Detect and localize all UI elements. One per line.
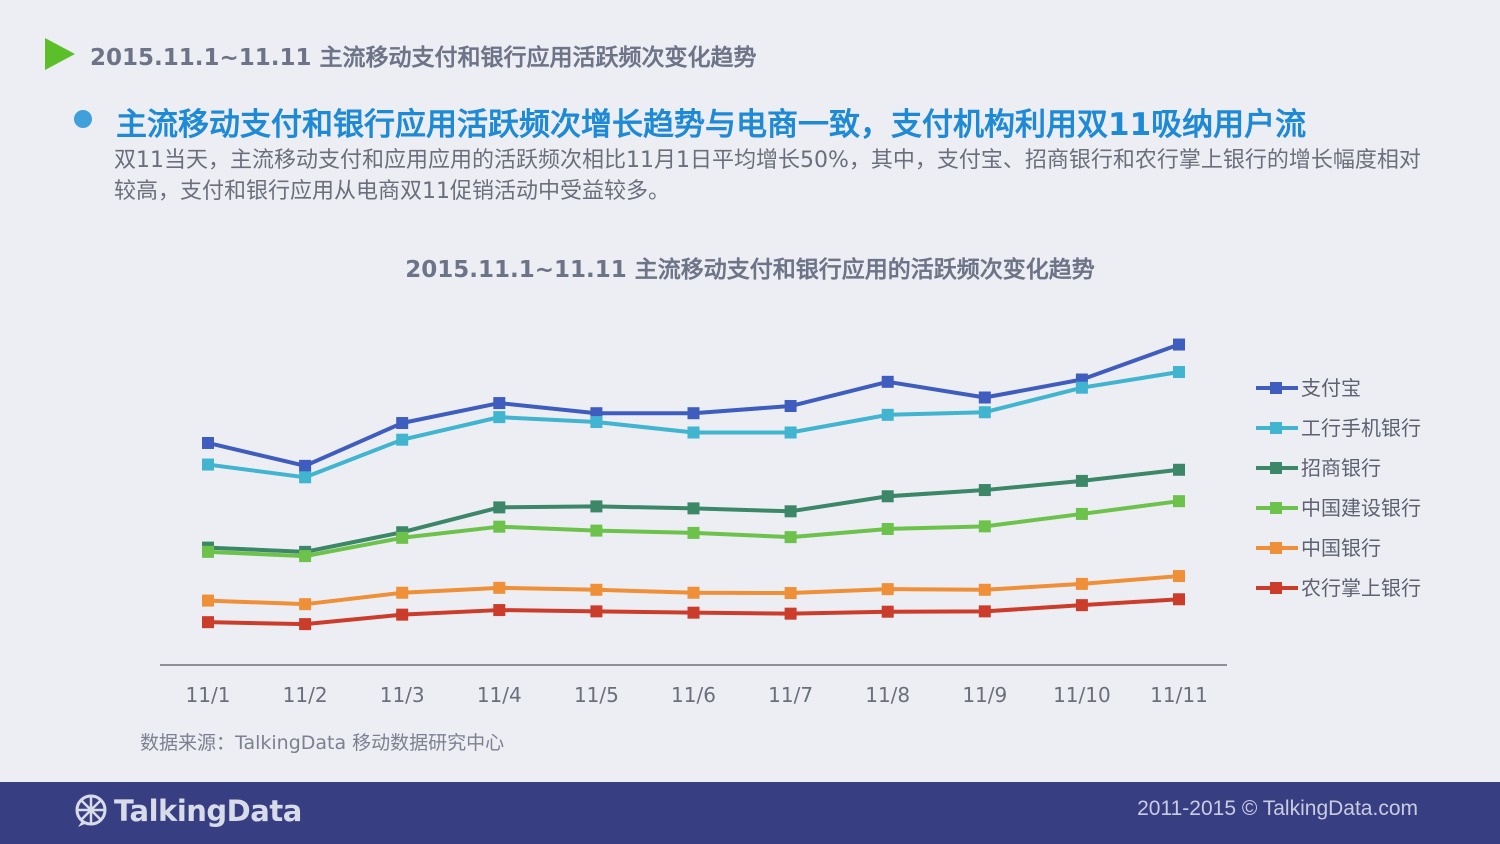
data-point: [1173, 463, 1185, 476]
data-point: [687, 606, 700, 619]
header-title: 2015.11.1~11.11 主流移动支付和银行应用活跃频次变化趋势: [90, 45, 757, 71]
data-point: [202, 545, 214, 558]
data-point: [493, 520, 506, 533]
data-point: [881, 408, 894, 421]
bullet-dot-icon: [74, 110, 92, 128]
data-point: [1075, 507, 1088, 520]
data-point: [396, 586, 409, 599]
data-point: [784, 505, 797, 518]
data-point: [1173, 338, 1185, 351]
data-point: [590, 583, 603, 596]
x-tick-label: 11/8: [865, 683, 910, 707]
data-point: [1173, 366, 1185, 379]
data-point: [881, 490, 894, 503]
x-tick-label: 11/2: [283, 683, 328, 707]
data-point: [784, 400, 797, 413]
logo-text: TalkingData: [114, 794, 302, 828]
legend-swatch-marker: [1270, 542, 1282, 554]
x-tick-label: 11/1: [186, 683, 231, 707]
source-note: 数据来源：TalkingData 移动数据研究中心: [140, 732, 505, 754]
legend-label: 招商银行: [1301, 456, 1381, 480]
data-point: [1173, 593, 1185, 606]
data-point: [784, 607, 797, 620]
data-point: [493, 397, 506, 410]
talkingdata-logo: TalkingData: [74, 794, 302, 828]
legend-swatch-marker: [1270, 582, 1282, 594]
data-point: [202, 616, 214, 629]
series-line-0: [207, 342, 1180, 468]
data-point: [978, 605, 991, 618]
data-point: [1075, 577, 1088, 590]
copyright: 2011-2015 © TalkingData.com: [1137, 797, 1418, 820]
x-tick-label: 11/3: [380, 683, 425, 707]
data-point: [202, 458, 214, 471]
data-point: [396, 608, 409, 621]
legend-swatch-marker: [1270, 382, 1282, 394]
legend-label: 中国银行: [1301, 536, 1381, 560]
data-point: [493, 501, 506, 514]
data-point: [881, 375, 894, 388]
data-point: [590, 416, 603, 429]
data-point: [396, 417, 409, 430]
data-point: [881, 605, 894, 618]
headline: 主流移动支付和银行应用活跃频次增长趋势与电商一致，支付机构利用双11吸纳用户流: [116, 107, 1307, 143]
x-tick-label: 11/4: [477, 683, 522, 707]
data-point: [299, 471, 312, 484]
data-point: [784, 587, 797, 600]
data-point: [1173, 495, 1185, 508]
data-point: [784, 426, 797, 439]
data-point: [978, 484, 991, 497]
data-point: [590, 500, 603, 513]
data-point: [493, 411, 506, 424]
x-tick-label: 11/5: [574, 683, 619, 707]
legend-label: 中国建设银行: [1301, 496, 1421, 520]
data-point: [784, 531, 797, 544]
data-point: [1075, 381, 1088, 394]
legend-label: 农行掌上银行: [1301, 576, 1421, 600]
data-point: [202, 436, 214, 449]
legend-label: 工行手机银行: [1301, 416, 1421, 440]
data-point: [978, 391, 991, 404]
x-tick-label: 11/10: [1053, 683, 1111, 707]
data-point: [978, 406, 991, 419]
data-point: [687, 502, 700, 515]
data-point: [299, 598, 312, 611]
data-point: [1173, 570, 1185, 583]
body-text: 双11当天，主流移动支付和应用应用的活跃频次相比11月1日平均增长50%，其中，…: [114, 148, 1421, 204]
data-point: [299, 618, 312, 631]
data-point: [493, 604, 506, 617]
footer-bar: [0, 782, 1500, 844]
data-point: [687, 426, 700, 439]
data-point: [881, 522, 894, 535]
header-arrow-icon: [45, 38, 75, 70]
chart-title: 2015.11.1~11.11 主流移动支付和银行应用的活跃频次变化趋势: [405, 257, 1095, 283]
data-point: [687, 586, 700, 599]
data-point: [299, 459, 312, 472]
data-point: [978, 520, 991, 533]
x-tick-label: 11/7: [768, 683, 813, 707]
data-point: [202, 594, 214, 607]
data-point: [299, 550, 312, 563]
data-point: [687, 407, 700, 420]
data-point: [493, 581, 506, 594]
x-tick-label: 11/9: [962, 683, 1007, 707]
data-point: [590, 605, 603, 618]
legend-swatch-marker: [1270, 502, 1282, 514]
data-point: [1075, 474, 1088, 487]
data-point: [396, 433, 409, 446]
data-point: [687, 526, 700, 539]
legend-swatch-marker: [1270, 422, 1282, 434]
data-point: [978, 583, 991, 596]
data-point: [396, 531, 409, 544]
data-point: [881, 583, 894, 596]
data-point: [590, 524, 603, 537]
x-tick-label: 11/6: [671, 683, 716, 707]
legend-swatch-marker: [1270, 462, 1282, 474]
talkingdata-logo-icon: [75, 794, 107, 827]
legend-label: 支付宝: [1301, 376, 1361, 400]
data-point: [1075, 599, 1088, 612]
x-tick-label: 11/11: [1150, 683, 1208, 707]
